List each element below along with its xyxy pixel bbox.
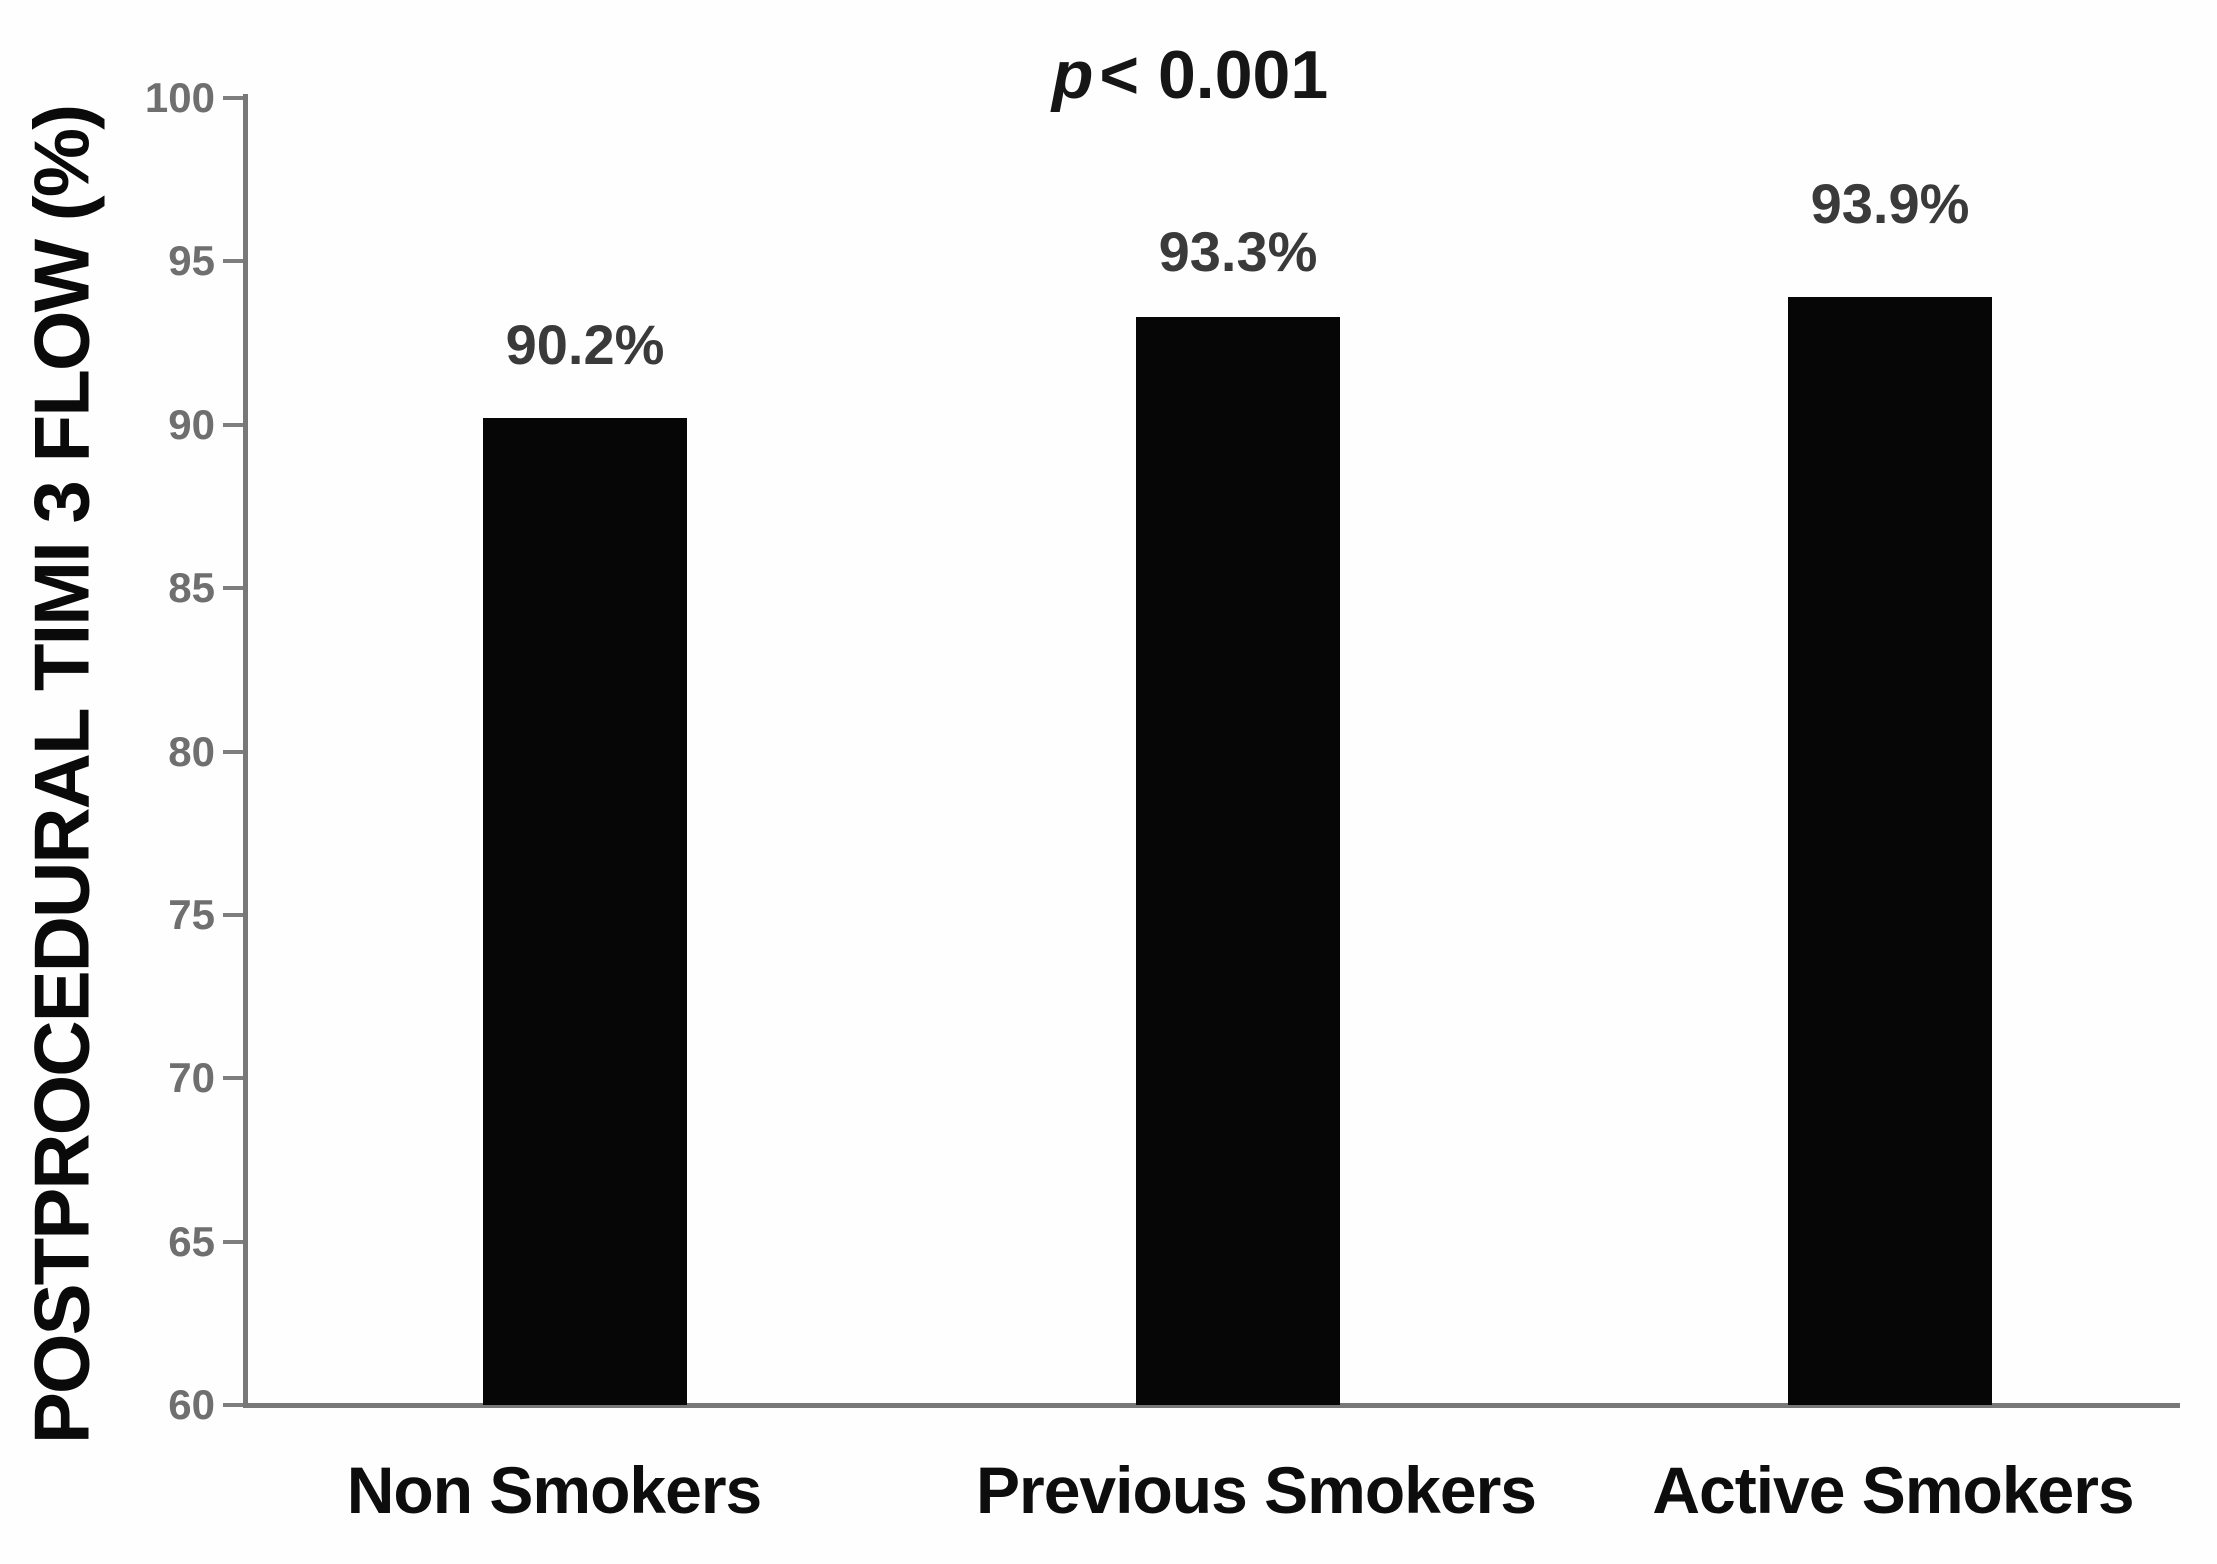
y-tick-label: 100 — [144, 74, 215, 121]
y-axis-line — [243, 94, 248, 1407]
bar-non-smokers — [483, 418, 687, 1405]
chart-title-p-symbol: p — [1051, 37, 1094, 113]
x-category-label-non-smokers: Non Smokers — [346, 1453, 762, 1527]
y-tick-mark — [223, 586, 245, 591]
chart-title: p< 0.001 — [1052, 36, 1328, 114]
y-tick-label: 75 — [168, 890, 215, 938]
bar-value-label: 90.2% — [505, 313, 665, 377]
y-tick-label: 90 — [168, 400, 215, 448]
y-tick-mark — [223, 422, 245, 427]
y-tick-mark — [223, 912, 245, 917]
x-category-label-active-smokers: Active Smokers — [1652, 1453, 2134, 1527]
bar-value-label: 93.9% — [1810, 172, 1970, 236]
y-tick-label: 95 — [168, 237, 215, 285]
y-tick-mark — [223, 1403, 245, 1407]
y-tick-label: 70 — [168, 1054, 215, 1102]
x-category-label-previous-smokers: Previous Smokers — [976, 1453, 1537, 1527]
bar-value-label: 93.3% — [1158, 219, 1318, 283]
y-tick-mark — [223, 1076, 245, 1081]
bar-active-smokers — [1788, 297, 1992, 1405]
y-tick-label: 85 — [168, 564, 215, 612]
chart-title-value: < 0.001 — [1099, 37, 1329, 113]
y-tick-label: 65 — [168, 1217, 215, 1265]
y-tick-mark — [223, 259, 245, 264]
bar-previous-smokers — [1136, 316, 1340, 1405]
y-tick-label: 80 — [168, 727, 215, 775]
y-tick-mark — [223, 96, 245, 100]
y-tick-mark — [223, 749, 245, 754]
y-tick-label: 60 — [168, 1381, 215, 1428]
x-axis-line — [243, 1403, 2180, 1408]
y-tick-mark — [223, 1239, 245, 1244]
